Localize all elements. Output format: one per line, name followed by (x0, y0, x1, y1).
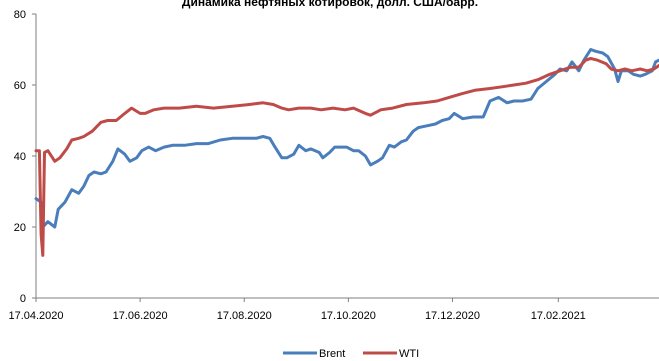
legend-label-brent: Brent (319, 348, 345, 360)
legend-label-wti: WTI (399, 348, 419, 360)
series-line-wti (34, 56, 659, 257)
y-tick-label: 80 (14, 9, 26, 21)
y-tick-label: 0 (20, 293, 26, 305)
y-tick-label: 20 (14, 222, 26, 234)
y-tick-label: 40 (14, 151, 26, 163)
x-tick-label: 17.12.2020 (425, 310, 480, 322)
x-tick-label: 17.08.2020 (217, 310, 272, 322)
x-tick-label: 17.10.2020 (321, 310, 376, 322)
x-tick-label: 17.06.2020 (113, 310, 168, 322)
x-tick-label: 17.04.2020 (8, 310, 63, 322)
legend: Brent WTI (283, 348, 419, 360)
series-line-brent (34, 48, 659, 229)
x-tick-label: 17.02.2021 (531, 310, 586, 322)
chart-title: Динамика нефтяных котировок, долл. США/б… (182, 0, 478, 9)
plot-area: 0 20 40 60 80 17.04.2020 17.06.2020 17.08.2020 1… (8, 9, 659, 322)
y-tick-label: 60 (14, 80, 26, 92)
